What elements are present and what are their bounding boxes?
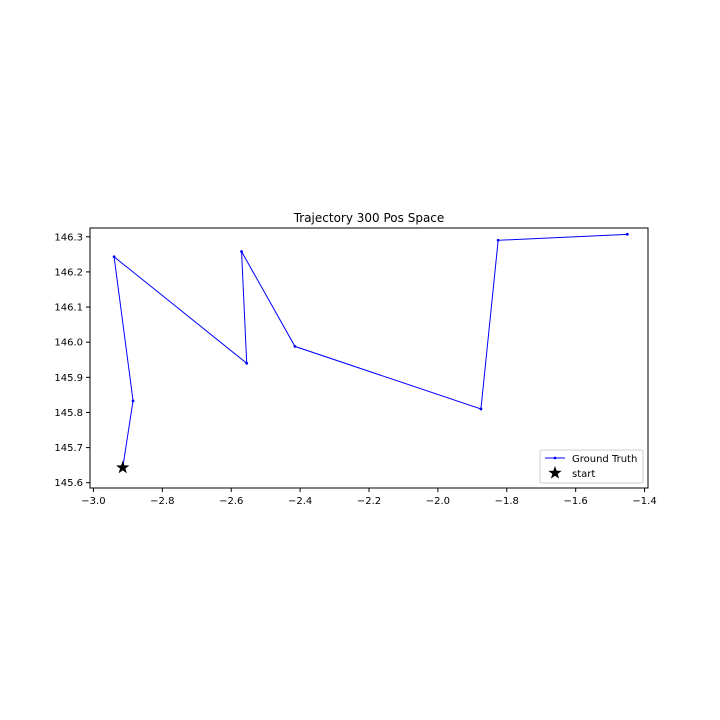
x-tick-label: −2.2: [357, 496, 381, 507]
series-line-ground-truth: [113, 233, 628, 468]
start-marker: [116, 460, 130, 474]
x-tick-label: −2.6: [219, 496, 243, 507]
y-tick-label: 146.0: [54, 338, 83, 349]
x-tick-label: −2.0: [426, 496, 450, 507]
legend-marker-start: [548, 466, 562, 479]
legend-frame: [539, 449, 644, 484]
y-tick-label: 145.9: [54, 373, 83, 384]
x-axis: −3.0 −2.8 −2.6 −2.4 −2.2 −2.0 −1.8 −1.6 −1.4: [81, 488, 657, 507]
data-point: [131, 399, 135, 403]
marker-layer: [116, 460, 130, 474]
y-tick-label: 145.6: [54, 478, 83, 489]
data-point: [112, 255, 116, 259]
y-tick-label: 146.1: [54, 303, 83, 314]
x-tick-label: −1.8: [495, 496, 519, 507]
data-point: [625, 232, 629, 236]
x-tick-label: −2.8: [150, 496, 174, 507]
y-tick-label: 145.8: [54, 408, 83, 419]
data-point: [240, 250, 243, 253]
x-tick-label: −3.0: [81, 496, 105, 507]
legend: Ground Truth start: [539, 449, 644, 484]
data-point: [496, 238, 500, 242]
legend-marker-ground-truth: [553, 456, 557, 460]
data-point: [245, 361, 249, 365]
y-tick-label: 145.7: [54, 443, 83, 454]
data-point: [479, 407, 483, 411]
plot-area: [89, 227, 649, 489]
x-tick-label: −2.4: [288, 496, 312, 507]
x-tick-label: −1.4: [632, 496, 656, 507]
series-layer: [112, 232, 629, 470]
legend-label-start: start: [572, 469, 595, 480]
axes-frame: [89, 227, 649, 489]
legend-label-ground-truth: Ground Truth: [572, 454, 637, 465]
y-tick-label: 146.3: [54, 232, 83, 243]
y-tick-label: 146.2: [54, 267, 83, 278]
chart-title: Trajectory 300 Pos Space: [293, 211, 445, 225]
x-tick-label: −1.6: [564, 496, 588, 507]
data-point: [293, 345, 297, 348]
y-axis: 145.6 145.7 145.8 145.9 146.0 146.1 146.2 146.3: [54, 232, 90, 489]
